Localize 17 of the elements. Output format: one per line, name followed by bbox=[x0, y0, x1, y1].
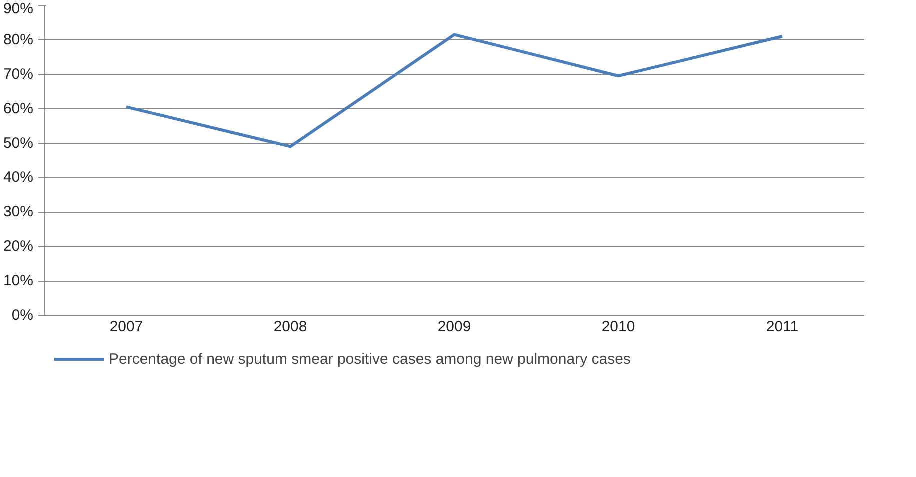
x-tick-label: 2011 bbox=[766, 318, 799, 336]
legend-label: Percentage of new sputum smear positive cases among new pulmonary cases bbox=[109, 350, 631, 368]
line-series bbox=[125, 33, 784, 148]
x-tick-label: 2010 bbox=[602, 318, 636, 336]
y-tick-label: 40% bbox=[3, 169, 34, 186]
y-tick-label: 70% bbox=[3, 66, 34, 83]
y-tick-label: 20% bbox=[3, 238, 34, 256]
y-tick-label: 30% bbox=[3, 204, 34, 221]
x-tick-label: 2007 bbox=[110, 318, 144, 336]
x-tick-label: 2009 bbox=[438, 318, 472, 336]
y-tick-label: 80% bbox=[3, 31, 34, 48]
y-tick-label: 90% bbox=[3, 0, 34, 18]
y-tick-label: 0% bbox=[12, 307, 34, 324]
y-tick-label: 10% bbox=[3, 272, 34, 290]
y-tick-label: 60% bbox=[3, 100, 34, 118]
y-tick-label: 50% bbox=[3, 134, 34, 152]
x-tick-label: 2008 bbox=[274, 318, 308, 336]
